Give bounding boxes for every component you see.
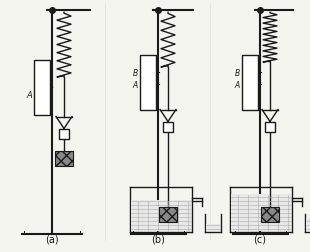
Bar xyxy=(34,60,50,115)
Text: (c): (c) xyxy=(254,234,267,244)
Bar xyxy=(131,200,191,231)
Bar xyxy=(265,122,275,132)
Bar xyxy=(231,194,291,231)
Text: A: A xyxy=(235,80,240,89)
Text: A: A xyxy=(133,80,138,89)
Text: B: B xyxy=(235,68,240,77)
Bar xyxy=(140,55,156,110)
Text: A: A xyxy=(26,91,32,100)
Bar xyxy=(306,218,310,231)
Bar xyxy=(163,122,173,132)
Bar xyxy=(55,151,73,166)
Bar xyxy=(159,207,177,222)
Bar xyxy=(206,224,220,231)
Text: (a): (a) xyxy=(45,234,59,244)
Bar xyxy=(261,207,279,222)
Bar xyxy=(59,129,69,139)
Text: (b): (b) xyxy=(151,234,165,244)
Bar xyxy=(242,55,258,110)
Text: B: B xyxy=(133,68,138,77)
